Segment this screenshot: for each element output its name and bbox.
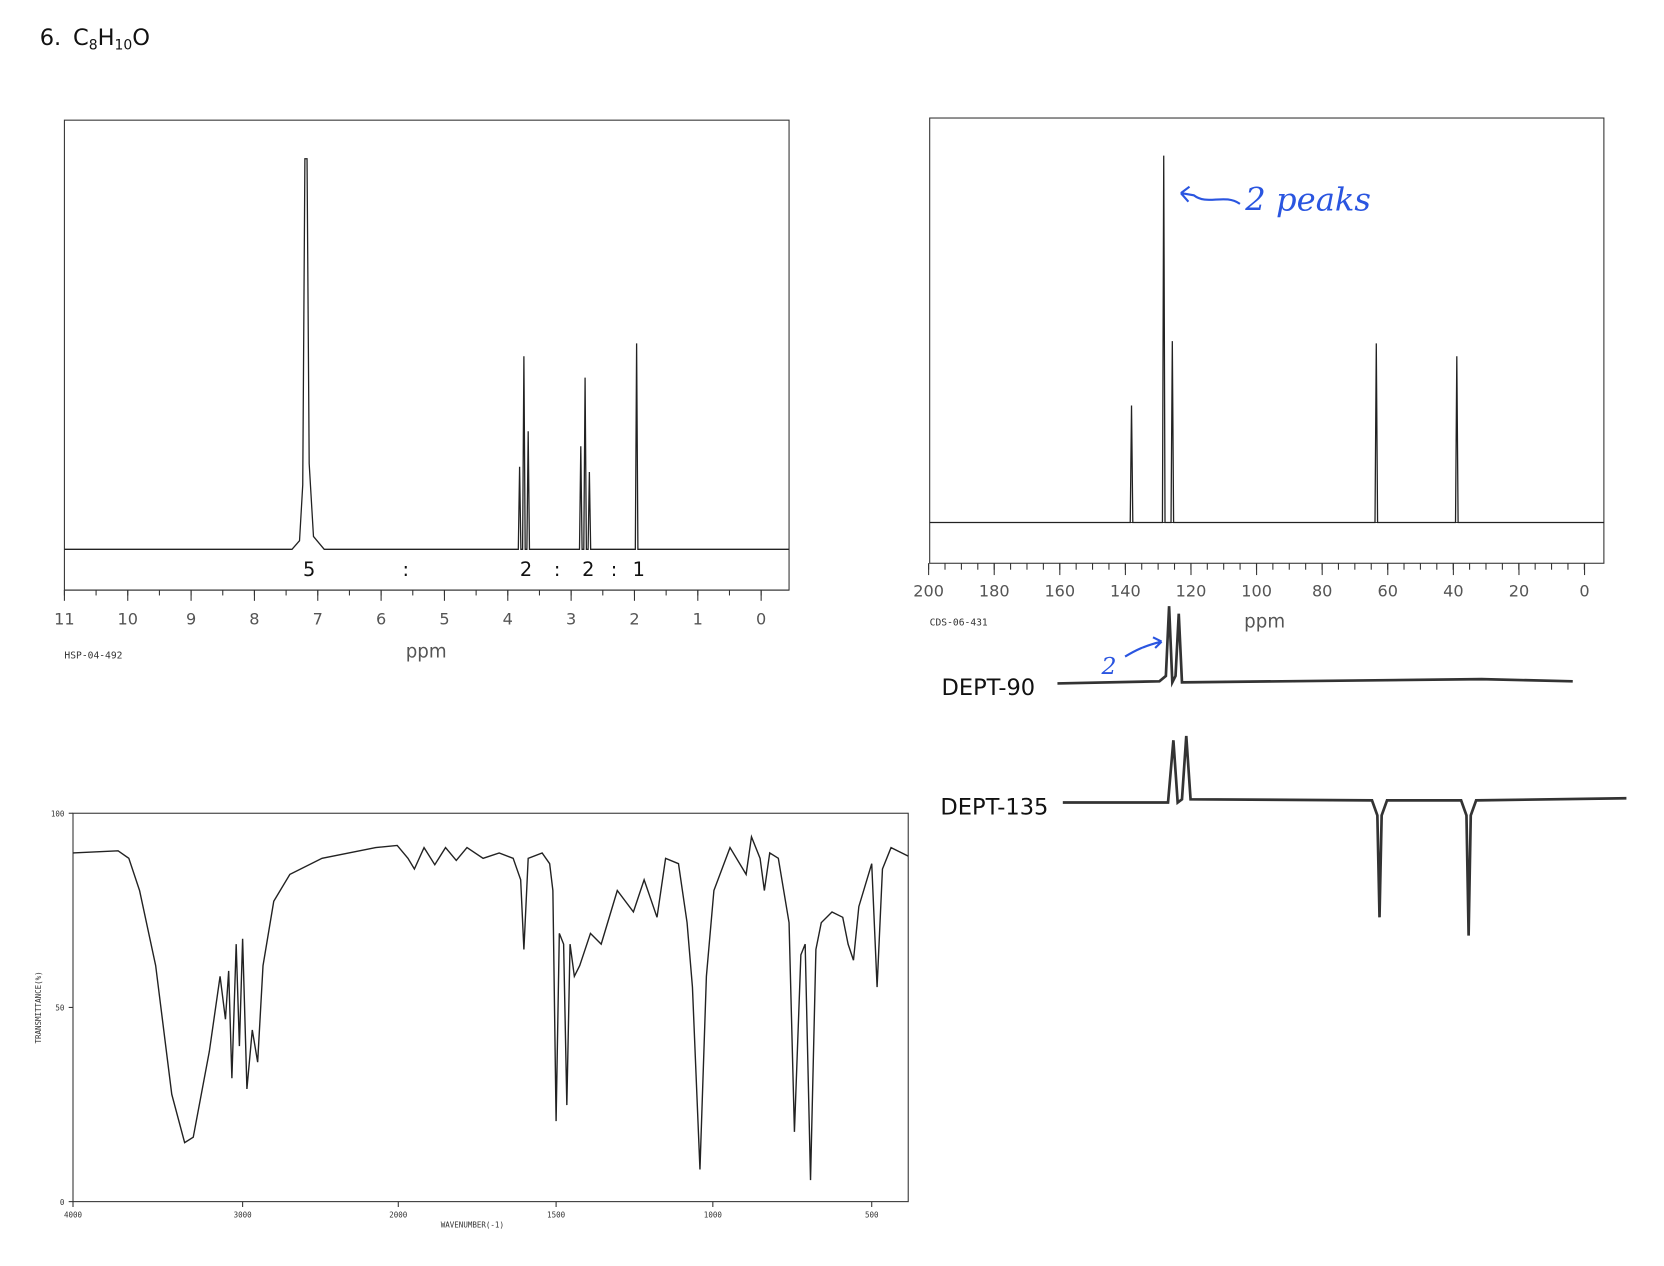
c-nmr-frame <box>929 117 1605 564</box>
h-nmr-integral: : <box>403 558 410 581</box>
c-nmr-tick-label: 120 <box>1176 582 1207 601</box>
c-nmr-tick-label: 0 <box>1579 582 1589 601</box>
h-nmr-tick-label: 8 <box>249 609 259 628</box>
c-nmr-trace <box>929 155 1604 524</box>
formula-part: H <box>98 25 115 51</box>
formula-part: C <box>73 25 89 51</box>
h-nmr-tick-label: 0 <box>756 609 766 628</box>
c-nmr-tick-label: 180 <box>979 582 1010 601</box>
ir-tick-label: 50 <box>55 1004 65 1013</box>
c-nmr-tick-label: 140 <box>1110 582 1141 601</box>
c-nmr-tick-label: 20 <box>1509 582 1529 601</box>
h-nmr-tick-label: 11 <box>54 609 74 628</box>
dept90-trace <box>1057 606 1573 688</box>
h-nmr-tick-label: 10 <box>118 609 138 628</box>
ir-tick-label: 4000 <box>64 1211 83 1220</box>
h-nmr-integral: : <box>554 558 561 581</box>
h-nmr-tick-label: 4 <box>503 609 513 628</box>
c-nmr-tick-label: 60 <box>1378 582 1398 601</box>
ir-tick-label: 1500 <box>547 1211 566 1220</box>
ir-tick-label: 100 <box>51 809 65 818</box>
formula: C8H10O <box>73 25 150 53</box>
h-nmr-xlabel: ppm <box>406 642 447 663</box>
ir-tick-label: 500 <box>865 1211 879 1220</box>
dept90-annotation: 2 <box>1100 652 1116 680</box>
h-nmr-tick-label: 7 <box>313 609 323 628</box>
formula-subscript: 8 <box>89 37 98 53</box>
dept135-trace <box>1062 735 1627 936</box>
c-nmr-code: CDS-06-431 <box>930 617 988 628</box>
c-nmr-tick-label: 160 <box>1044 582 1075 601</box>
annotation-arrow <box>1180 185 1241 205</box>
ir-ylabel: TRANSMITTANCE(%) <box>34 971 43 1043</box>
h-nmr-tick-label: 3 <box>566 609 576 628</box>
formula-part: O <box>132 25 150 51</box>
dept135-label: DEPT-135 <box>940 794 1048 820</box>
h-nmr-integral: 2 <box>582 558 594 581</box>
problem-number: 6. <box>40 25 61 51</box>
h-nmr-trace <box>64 158 790 550</box>
annotation-arrow <box>1124 636 1163 658</box>
h-nmr-integral: 5 <box>303 558 315 581</box>
c-nmr-tick-label: 80 <box>1312 582 1332 601</box>
ir-tick-label: 0 <box>60 1198 65 1207</box>
dept90-label: DEPT-90 <box>942 675 1036 701</box>
h-nmr-integral: 2 <box>520 558 532 581</box>
ir-tick-label: 2000 <box>389 1211 408 1220</box>
h-nmr-tick-label: 9 <box>186 609 196 628</box>
h-nmr-code: HSP-04-492 <box>64 651 122 662</box>
h-nmr-tick-label: 2 <box>629 609 639 628</box>
ir-xlabel: WAVENUMBER(-1) <box>441 1220 504 1229</box>
h-nmr-tick-label: 5 <box>439 609 449 628</box>
h-nmr-frame <box>63 119 790 591</box>
c-nmr-tick-label: 100 <box>1241 582 1272 601</box>
h-nmr-tick-label: 1 <box>693 609 703 628</box>
c-nmr-tick-label: 200 <box>913 582 944 601</box>
h-nmr-integral: : <box>611 558 618 581</box>
ir-tick-label: 3000 <box>234 1211 253 1220</box>
ir-trace <box>72 834 909 1181</box>
h-nmr-tick-label: 6 <box>376 609 386 628</box>
c-nmr-xlabel: ppm <box>1244 612 1285 633</box>
c-nmr-annotation: 2 peaks <box>1244 180 1371 218</box>
h-nmr-integral: 1 <box>633 558 645 581</box>
ir-tick-label: 1000 <box>704 1211 723 1220</box>
ir-frame <box>72 812 909 1203</box>
c-nmr-tick-label: 40 <box>1443 582 1463 601</box>
formula-subscript: 10 <box>115 37 133 53</box>
